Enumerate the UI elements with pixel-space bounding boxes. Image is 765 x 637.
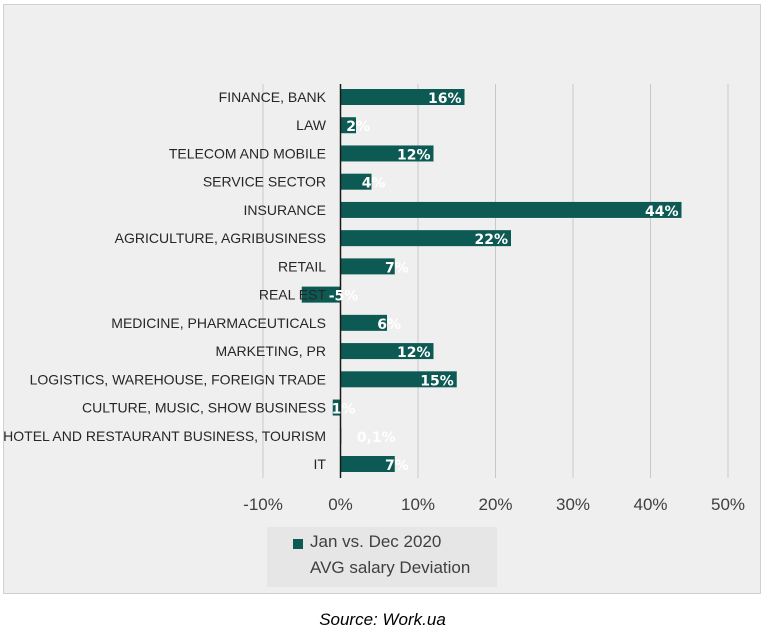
bar <box>301 286 341 303</box>
data-label: 6% <box>377 317 401 333</box>
bar <box>340 117 356 134</box>
bar <box>340 145 434 162</box>
data-label: 12% <box>397 147 431 163</box>
category-label: TELECOM AND MOBILE <box>169 145 326 161</box>
data-label: -5% <box>329 289 359 305</box>
x-tick-label: 0% <box>328 495 353 514</box>
data-label: 15% <box>420 373 454 389</box>
category-label: MARKETING, PR <box>216 343 326 359</box>
data-label: 22% <box>474 232 508 248</box>
data-label: 2% <box>346 119 370 135</box>
category-label: LOGISTICS, WAREHOUSE, FOREIGN TRADE <box>30 371 326 387</box>
category-label: SERVICE SECTOR <box>203 174 326 190</box>
category-label: INSURANCE <box>244 202 326 218</box>
bar <box>340 314 387 331</box>
data-label: 1% <box>332 402 356 418</box>
bar <box>332 399 341 416</box>
data-label: 44% <box>645 204 679 220</box>
x-tick-label: 20% <box>478 495 512 514</box>
legend-label-line2: AVG salary Deviation <box>310 558 471 577</box>
bar <box>340 201 682 218</box>
bar <box>340 173 372 190</box>
legend-label-line1: Jan vs. Dec 2020 <box>310 532 442 551</box>
legend-swatch <box>293 539 303 549</box>
data-label: 7% <box>385 458 409 474</box>
data-label: 0,1% <box>357 430 396 446</box>
x-tick-label: 30% <box>556 495 590 514</box>
category-label: REAL EST <box>259 287 327 303</box>
category-label: FINANCE, BANK <box>219 89 327 105</box>
category-label: RETAIL <box>278 258 326 274</box>
x-tick-label: 40% <box>633 495 667 514</box>
bar <box>340 230 511 247</box>
category-label: MEDICINE, PHARMACEUTICALS <box>111 315 326 331</box>
legend: Jan vs. Dec 2020 AVG salary Deviation <box>267 527 497 587</box>
bar <box>340 371 457 388</box>
category-label: CULTURE, MUSIC, SHOW BUSINESS <box>82 400 326 416</box>
bar <box>340 89 465 105</box>
x-tick-label: 10% <box>401 495 435 514</box>
x-tick-label: -10% <box>243 495 283 514</box>
category-label: LAW <box>296 117 327 133</box>
category-label: HOTEL AND RESTAURANT BUSINESS, TOURISM <box>3 428 326 444</box>
source-caption: Source: Work.ua <box>319 610 446 629</box>
data-label: 16% <box>428 91 462 107</box>
x-tick-label: 50% <box>711 495 745 514</box>
bar <box>340 456 395 472</box>
data-label: 4% <box>362 176 386 192</box>
data-label: 12% <box>397 345 431 361</box>
data-label: 7% <box>385 260 409 276</box>
category-label: IT <box>314 456 327 472</box>
bar <box>340 343 434 360</box>
bar <box>340 258 395 275</box>
category-label: AGRICULTURE, AGRIBUSINESS <box>115 230 326 246</box>
